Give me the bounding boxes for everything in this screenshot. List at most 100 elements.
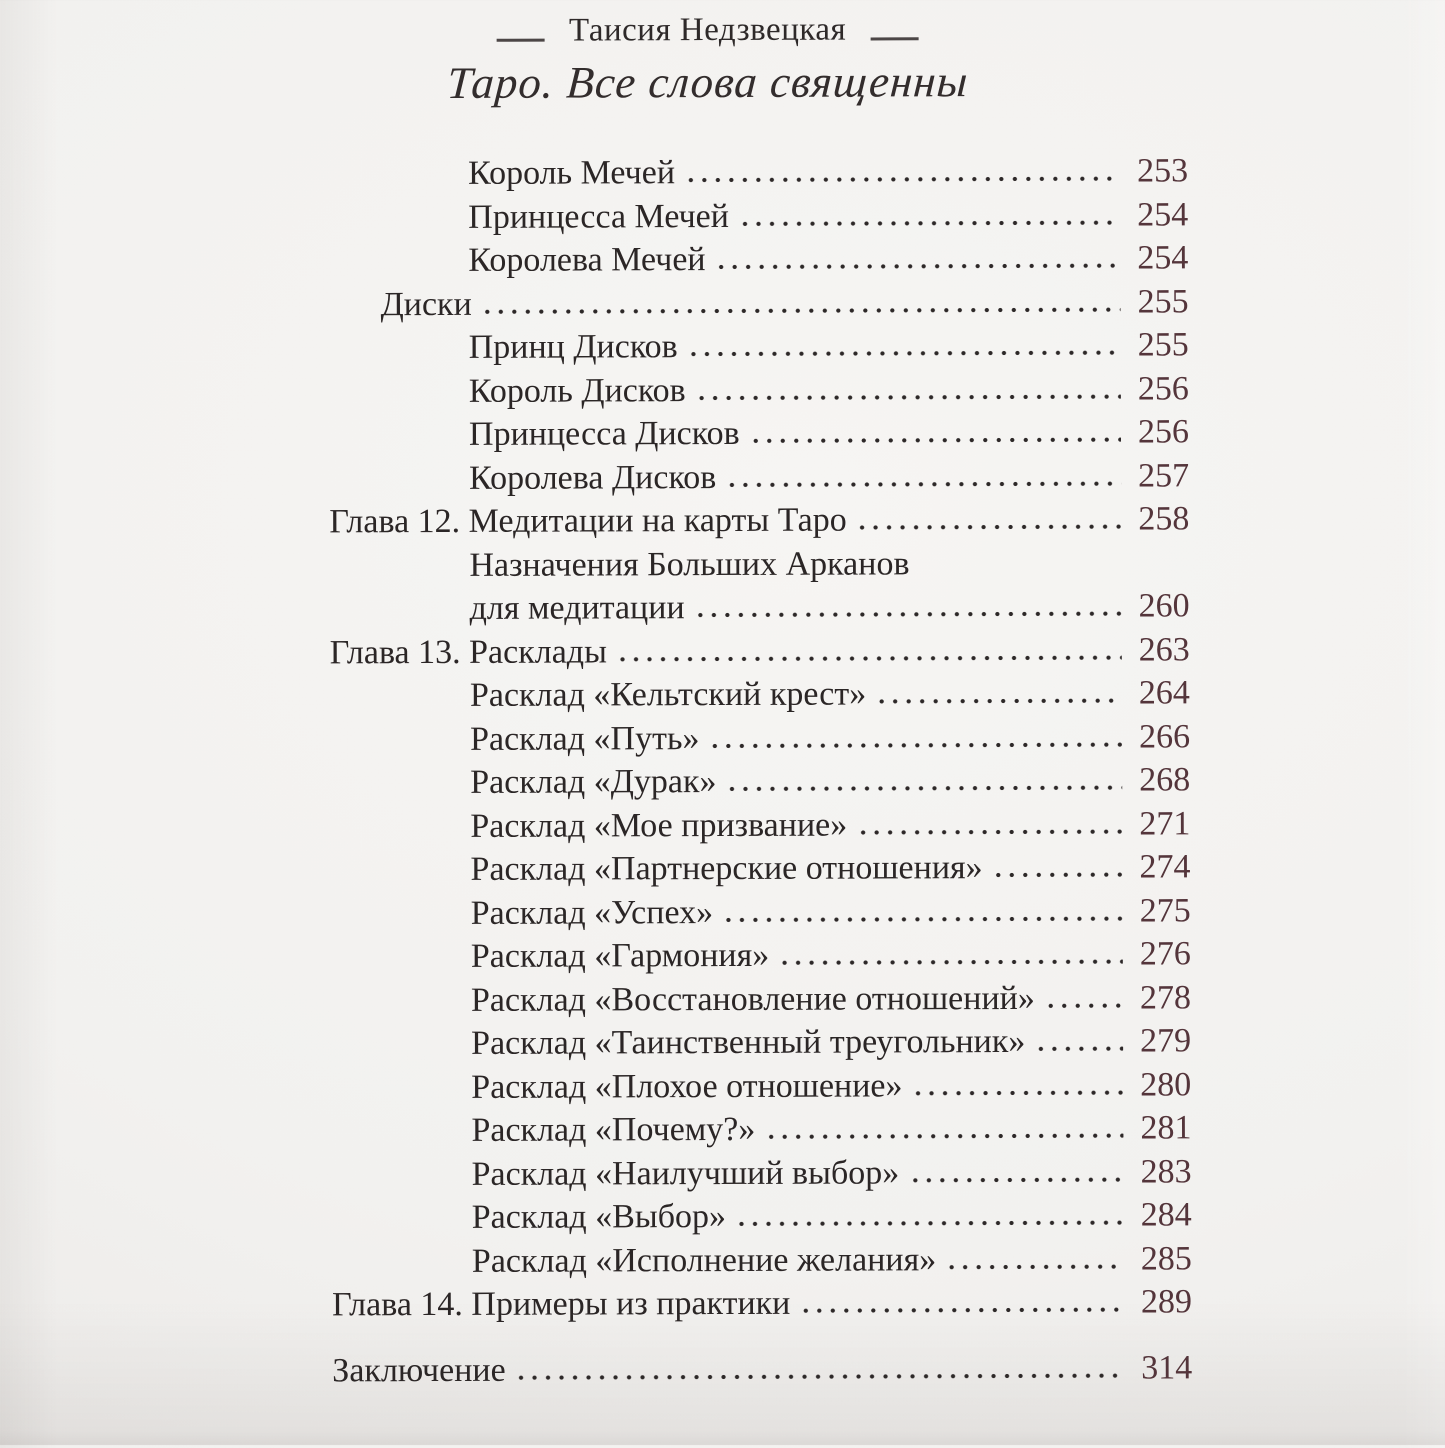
dot-leader: [738, 219, 1120, 226]
toc-entry-page: 256: [1127, 367, 1189, 411]
toc-entry-page: 253: [1126, 149, 1188, 193]
dot-leader: [856, 828, 1122, 835]
toc-entry-page: 263: [1128, 628, 1190, 672]
toc-entry-label: Расклад «Успех»: [471, 891, 714, 935]
toc-entry-page: 258: [1127, 497, 1189, 541]
dot-leader: [684, 176, 1120, 184]
toc-entry-page: 283: [1129, 1150, 1191, 1194]
toc-entry-label: Расклад «Исполнение желания»: [472, 1238, 936, 1283]
dot-leader: [778, 959, 1123, 966]
toc-entry-page: 254: [1126, 193, 1188, 237]
toc-entry-label: Расклад «Мое призвание»: [470, 803, 847, 848]
dot-leader: [856, 524, 1122, 531]
toc-entry: Расклад «Исполнение желания» 285: [332, 1237, 1192, 1284]
toc-entry-page: 284: [1130, 1193, 1192, 1237]
dot-leader: [912, 1089, 1124, 1096]
dot-leader: [616, 654, 1122, 662]
toc-entry: Расклад «Таинственный треугольник» 279: [331, 1019, 1191, 1066]
toc-entry-page: 256: [1127, 410, 1189, 454]
toc-entry-label: Король Мечей: [468, 151, 675, 195]
header-dash-right: [870, 38, 918, 41]
toc-entry: Глава 12. Медитации на карты Таро 258: [329, 497, 1189, 544]
dot-leader: [694, 611, 1122, 618]
toc-entry: Расклад «Плохое отношение» 280: [331, 1063, 1191, 1110]
toc-entry-page: 274: [1128, 845, 1190, 889]
toc-entry-label: Назначения Больших Арканов: [469, 542, 909, 587]
toc-entry: Глава 13. Расклады 263: [330, 628, 1190, 675]
toc-entry-page: 260: [1128, 584, 1190, 628]
toc-entry-label: Расклад «Восстановление отношений»: [471, 976, 1035, 1021]
toc-entry-page: 255: [1127, 323, 1189, 367]
dot-leader: [481, 306, 1121, 314]
dot-leader: [708, 741, 1122, 748]
dot-leader: [722, 915, 1123, 922]
toc-entry-label: Принцесса Мечей: [468, 194, 729, 238]
toc-entry-page: 281: [1129, 1106, 1191, 1150]
toc-entry: Расклад «Почему?» 281: [331, 1106, 1191, 1153]
toc-entry-page: 275: [1129, 889, 1191, 933]
toc-entry: для медитации 260: [330, 584, 1190, 631]
toc-entry-label: Расклад «Выбор»: [472, 1195, 726, 1239]
toc-entry-page: 278: [1129, 976, 1191, 1020]
dot-leader: [1034, 1046, 1123, 1052]
toc-entry-label: Расклад «Путь»: [470, 717, 700, 761]
toc-entry-label: Расклад «Дурак»: [470, 760, 716, 804]
toc-entry: Король Мечей 253: [328, 149, 1188, 196]
dot-leader: [715, 263, 1121, 270]
toc-entry-page: 285: [1130, 1237, 1192, 1281]
toc-entry-label: Принцесса Дисков: [469, 412, 740, 456]
toc-entry: Диски 255: [328, 280, 1188, 327]
toc-entry-label: Глава 13. Расклады: [330, 630, 607, 674]
toc-entry: Глава 14. Примеры из практики 289: [332, 1280, 1192, 1327]
toc-entry-label: Расклад «Почему?»: [471, 1108, 755, 1152]
toc-entry-label: Королева Мечей: [468, 238, 705, 282]
toc-entry: Королева Дисков 257: [329, 454, 1189, 501]
toc-entry: Расклад «Наилучший выбор» 283: [331, 1150, 1191, 1197]
author-name: Таисия Недзвецкая: [569, 12, 846, 50]
toc-entry: Принцесса Мечей 254: [328, 193, 1188, 240]
dot-leader: [695, 393, 1121, 400]
toc-entry: Расклад «Путь» 266: [330, 715, 1190, 762]
toc-entry: Расклад «Гармония» 276: [331, 932, 1191, 979]
dot-leader: [749, 437, 1121, 444]
toc-entry: Расклад «Партнерские отношения» 274: [330, 845, 1190, 892]
dot-leader: [908, 1176, 1123, 1183]
toc-entry: Расклад «Дурак» 268: [330, 758, 1190, 805]
toc-entry-label: Королева Дисков: [469, 456, 716, 500]
toc-entry-page: 254: [1126, 236, 1188, 280]
toc-entry-label: для медитации: [470, 586, 685, 630]
dot-leader: [875, 698, 1122, 705]
dot-leader: [735, 1220, 1124, 1227]
toc-entry-page: 314: [1130, 1346, 1192, 1390]
toc-entry-label: Расклад «Партнерские отношения»: [470, 846, 982, 891]
toc-entry: Принц Дисков 255: [329, 323, 1189, 370]
header-dash-left: [497, 39, 545, 42]
dot-leader: [726, 785, 1123, 792]
toc-entry-page: 255: [1126, 280, 1188, 324]
toc-entry: Назначения Больших Арканов: [329, 541, 1189, 588]
series-title: Таро. Все слова священны: [416, 55, 999, 109]
dot-leader: [1044, 1002, 1123, 1008]
toc-entry-label: Глава 14. Примеры из практики: [332, 1282, 790, 1327]
toc-entry-page: 266: [1128, 715, 1190, 759]
toc-entry-page: 276: [1129, 932, 1191, 976]
toc-list: Король Мечей 253 Принцесса Мечей 254 Кор…: [328, 149, 1192, 1392]
toc-entry: Расклад «Восстановление отношений» 278: [331, 976, 1191, 1023]
dot-leader: [992, 872, 1123, 878]
author-row: Таисия Недзвецкая: [418, 11, 998, 50]
toc-entry-label: Принц Дисков: [469, 325, 678, 369]
toc-entry-page: 271: [1128, 802, 1190, 846]
toc-entry-label: Расклад «Плохое отношение»: [471, 1064, 902, 1109]
dot-leader: [945, 1263, 1124, 1270]
toc-entry: Королева Мечей 254: [328, 236, 1188, 283]
toc-entry-label: Король Дисков: [469, 369, 686, 413]
toc-entry: Король Дисков 256: [329, 367, 1189, 414]
toc-entry-page: 257: [1127, 454, 1189, 498]
dot-leader: [687, 350, 1121, 358]
toc-entry-page: 279: [1129, 1019, 1191, 1063]
toc-entry: Расклад «Мое призвание» 271: [330, 802, 1190, 849]
toc-entry: Расклад «Успех» 275: [331, 889, 1191, 936]
toc-entry-page: 289: [1130, 1280, 1192, 1324]
toc-entry-label: Расклад «Таинственный треугольник»: [471, 1020, 1025, 1065]
